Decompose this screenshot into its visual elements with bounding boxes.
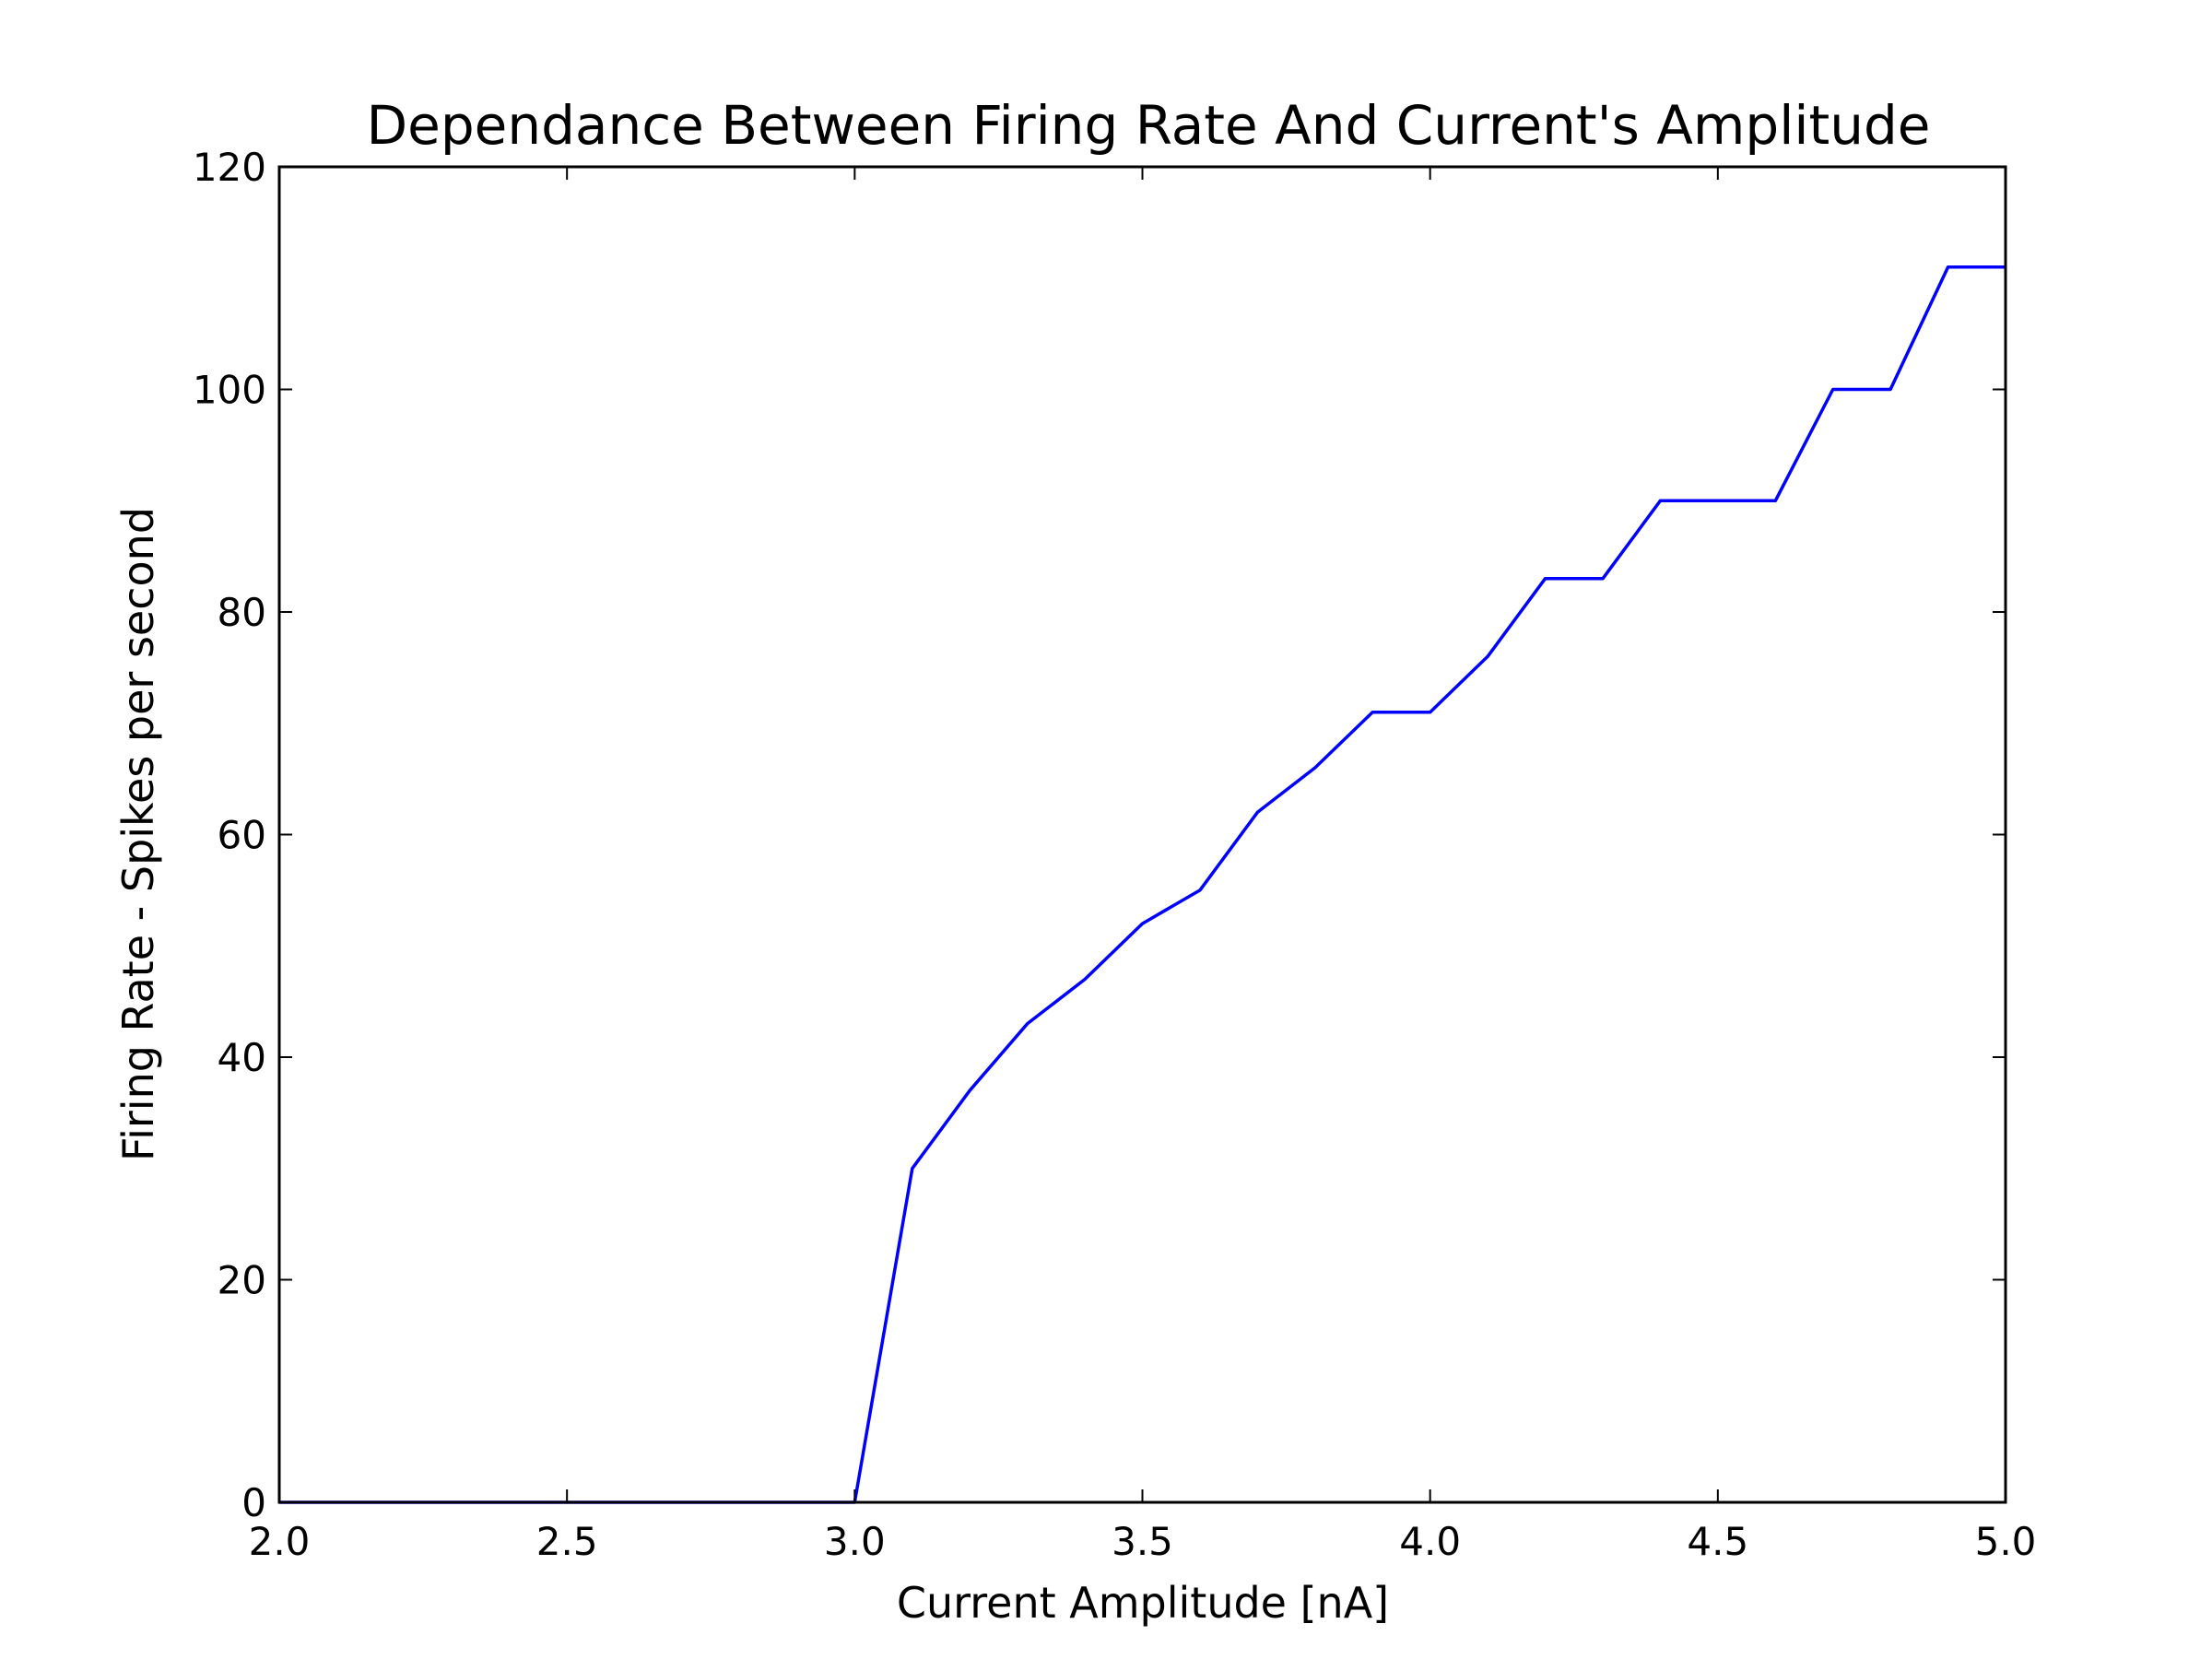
chart-title: Dependance Between Firing Rate And Curre… bbox=[367, 94, 1931, 157]
y-tick-label: 80 bbox=[218, 590, 266, 635]
x-tick-label: 3.5 bbox=[1112, 1519, 1173, 1564]
y-tick-label: 100 bbox=[193, 368, 266, 413]
x-tick-label: 3.0 bbox=[824, 1519, 886, 1564]
x-tick-label: 2.0 bbox=[249, 1519, 311, 1564]
plot-area: 2.0 2.5 3.0 3.5 4.0 4.5 5.0 0 20 40 60 80 100 120 bbox=[193, 145, 2037, 1564]
x-tick-label: 5.0 bbox=[1975, 1519, 2037, 1564]
y-tick-label: 0 bbox=[241, 1480, 266, 1525]
plot-frame bbox=[277, 165, 2007, 1504]
y-axis-ticks: 0 20 40 60 80 100 120 bbox=[193, 145, 2006, 1525]
plot-background bbox=[279, 167, 2006, 1502]
y-tick-label: 120 bbox=[193, 145, 266, 190]
x-tick-label: 2.5 bbox=[536, 1519, 598, 1564]
y-tick-label: 40 bbox=[218, 1035, 266, 1080]
x-axis-ticks: 2.0 2.5 3.0 3.5 4.0 4.5 5.0 bbox=[249, 167, 2037, 1564]
x-tick-label: 4.0 bbox=[1399, 1519, 1461, 1564]
x-axis-title: Current Amplitude [nA] bbox=[897, 1578, 1389, 1628]
x-tick-label: 4.5 bbox=[1687, 1519, 1748, 1564]
y-tick-label: 20 bbox=[218, 1258, 266, 1303]
y-tick-label: 60 bbox=[218, 813, 266, 858]
y-axis-title: Firing Rate - Spikes per second bbox=[113, 507, 163, 1161]
